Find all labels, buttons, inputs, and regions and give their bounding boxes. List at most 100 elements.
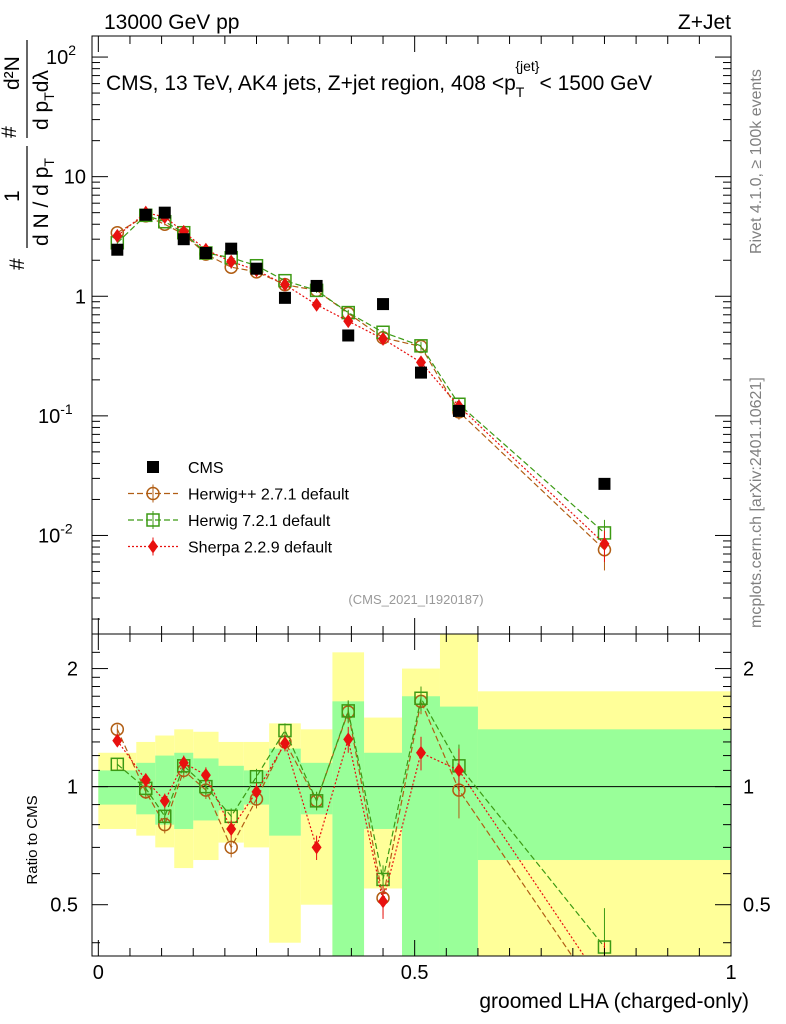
title-prefix: CMS, 13 TeV, AK4 jets, Z+jet region, 408…	[106, 72, 516, 95]
ratio-y-tick-label: 0.5	[50, 895, 78, 917]
main-point-sherpa	[378, 331, 389, 346]
main-point-cms	[225, 242, 238, 255]
ratio-series-sherpa	[112, 726, 605, 956]
main-series-herwigpp	[110, 209, 612, 571]
y-label-den-right-tail: dλ	[30, 70, 53, 93]
legend-marker-herwig7	[146, 513, 160, 527]
ratio-point-herwigpp	[224, 840, 238, 855]
main-y-tick-label: 10-2	[38, 520, 73, 547]
y-label-num-right: d²N	[1, 56, 24, 90]
ratio-band-inner	[477, 729, 731, 861]
ratio-band-inner	[402, 696, 440, 956]
ratio-point-sherpa	[200, 768, 211, 783]
legend-entry-herwigpp: Herwig++ 2.7.1 default	[128, 484, 350, 504]
ratio-band-inner	[439, 706, 478, 956]
ratio-point-sherpa	[226, 821, 237, 836]
analysis-id: (CMS_2021_I1920187)	[348, 592, 483, 607]
main-y-tick-exponent: -1	[60, 401, 73, 417]
source-text: mcplots.cern.ch [arXiv:2401.10621]	[748, 377, 765, 628]
y-label-den-right: d pTdλ	[30, 70, 57, 130]
y-label-den-text: d N / d p	[30, 167, 53, 246]
legend-label-herwig7: Herwig 7.2.1 default	[188, 513, 331, 530]
ratio-line-herwig7	[116, 696, 605, 948]
ratio-point-sherpa	[251, 784, 262, 799]
legend-label-cms: CMS	[188, 460, 224, 477]
main-point-cms	[177, 233, 190, 246]
main-point-herwig7	[414, 339, 428, 353]
legend-entry-herwig7: Herwig 7.2.1 default	[128, 511, 331, 530]
main-y-tick-exponent: -2	[60, 520, 73, 536]
ratio-point-herwig7	[341, 704, 355, 718]
main-point-cms	[199, 246, 212, 259]
main-y-tick-label: 102	[46, 42, 76, 69]
x-tick-label: 1	[725, 962, 736, 984]
ratio-band-outer	[300, 729, 333, 905]
ratio-y-tick-label-right: 0.5	[743, 895, 771, 917]
ratio-plot-frame	[91, 633, 732, 957]
y-label-one: 1	[1, 190, 24, 202]
ratio-point-sherpa	[378, 894, 389, 909]
main-point-cms	[139, 208, 152, 221]
ratio-point-sherpa	[279, 736, 290, 751]
main-series-herwig7	[110, 208, 612, 551]
legend: CMS Herwig++ 2.7.1 default Herwig 7.2.1 de…	[128, 460, 350, 557]
main-point-cms	[278, 291, 291, 304]
ratio-point-sherpa	[112, 733, 123, 748]
legend-entry-cms: CMS	[147, 460, 224, 477]
main-point-sherpa	[343, 314, 354, 329]
main-series-sherpa	[112, 205, 610, 562]
ratio-point-herwig7	[414, 691, 428, 706]
ratio-point-herwig7	[110, 757, 125, 772]
y-label-den: d N / d pT	[30, 158, 57, 246]
main-point-cms	[598, 477, 611, 490]
ratio-point-sherpa	[178, 755, 189, 770]
ratio-line-herwigpp	[116, 699, 573, 956]
ratio-y-tick-label: 2	[67, 659, 78, 681]
y-label-hash: #	[6, 258, 29, 270]
ratio-line-sherpa	[116, 739, 585, 956]
main-y-tick-exponent: 2	[68, 42, 76, 58]
main-y-tick-label: 10-1	[38, 401, 73, 428]
ratio-y-tick-label: 1	[67, 777, 78, 799]
energy-label: 13000 GeV pp	[104, 11, 239, 34]
process-label: Z+Jet	[678, 11, 731, 34]
ratio-point-sherpa	[343, 732, 354, 747]
ratio-y-tick-label-right: 1	[743, 777, 754, 799]
main-y-tick-label: 1	[75, 286, 86, 308]
ratio-band-inner	[155, 755, 175, 825]
main-point-sherpa	[226, 254, 237, 269]
main-point-sherpa	[415, 355, 426, 370]
main-point-cms	[250, 262, 263, 275]
legend-entry-sherpa: Sherpa 2.2.9 default	[128, 537, 333, 557]
ratio-plot-panel: 0.5 0.5 1 1 2 2 0 0.5 1 Ratio to CMS groomed LHA…	[24, 633, 771, 1013]
main-point-sherpa	[311, 297, 322, 312]
ratio-point-herwig7	[249, 769, 264, 784]
x-axis-label: groomed LHA (charged-only)	[479, 990, 749, 1013]
ratio-y-label: Ratio to CMS	[24, 795, 41, 884]
ratio-point-sherpa	[140, 772, 151, 787]
main-point-sherpa	[599, 536, 610, 551]
y-label-den-sub: T	[41, 158, 57, 167]
rivet-version-text: Rivet 4.1.0, ≥ 100k events	[748, 69, 765, 254]
title-sub: T	[516, 84, 525, 100]
ratio-series-clipped	[110, 686, 612, 956]
ratio-band-inner	[98, 770, 137, 805]
main-y-label: # 1 d N / d pT # d²N d pTdλ	[0, 40, 57, 270]
ratio-axis-ticks: 0.5 0.5 1 1 2 2 0 0.5 1	[50, 634, 771, 984]
ratio-point-herwig7	[309, 794, 324, 808]
ratio-point-sherpa	[453, 763, 464, 778]
ratio-point-sherpa	[311, 840, 322, 855]
main-plot-panel: 10-2 10-1 1 10 102 CMS, 13 TeV, AK4 jets, Z+…	[0, 35, 732, 635]
x-tick-label: 0.5	[401, 962, 429, 984]
ratio-point-sherpa	[159, 793, 170, 808]
legend-label-sherpa: Sherpa 2.2.9 default	[188, 540, 333, 557]
main-y-tick-label: 10	[64, 167, 86, 189]
title-sup: {jet}	[515, 58, 539, 74]
main-point-cms	[342, 329, 355, 342]
ratio-band-inner	[218, 765, 244, 811]
main-point-sherpa	[279, 277, 290, 292]
y-label-den-right-text: d p	[30, 101, 53, 130]
legend-marker-cms	[147, 461, 159, 473]
ratio-y-tick-label-right: 2	[743, 659, 754, 681]
main-point-cms	[414, 366, 427, 379]
